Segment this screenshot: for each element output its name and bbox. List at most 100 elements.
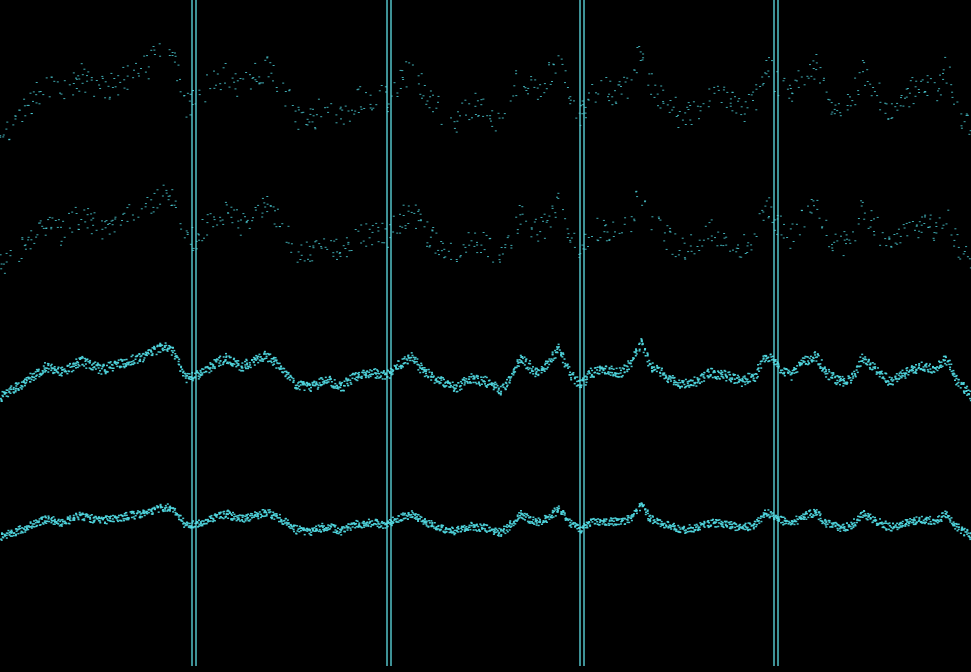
trace-dot (573, 246, 576, 248)
trace-dot (371, 225, 374, 227)
trace-dot (332, 524, 335, 526)
trace-dot (313, 527, 316, 529)
trace-dot (685, 531, 688, 534)
trace-dot (401, 366, 404, 368)
trace-dot (240, 219, 242, 221)
trace-dot (306, 530, 309, 532)
trace-dot (812, 357, 815, 360)
trace-dot (126, 207, 129, 209)
trace-dot (245, 222, 248, 224)
trace-dot (688, 384, 691, 387)
trace-dot (515, 73, 518, 75)
trace-dot (519, 361, 522, 364)
trace-dot (590, 519, 592, 521)
trace-dot (658, 218, 660, 220)
trace-dot (791, 522, 794, 525)
trace-dot (239, 520, 241, 522)
trace-dot (389, 237, 392, 239)
trace-dot (81, 355, 84, 358)
trace-dot (423, 375, 426, 378)
trace-dot (229, 511, 231, 513)
trace-dot (259, 360, 262, 362)
trace-dot (948, 359, 951, 362)
trace-dot (113, 362, 116, 364)
trace-dot (735, 251, 738, 253)
trace-dot (626, 370, 629, 373)
trace-dot (39, 220, 42, 222)
trace-dot (624, 81, 627, 83)
trace-dot (300, 527, 303, 529)
trace-dot (628, 368, 630, 370)
trace-dot (349, 374, 352, 377)
trace-dot (552, 359, 555, 361)
trace-dot (123, 359, 126, 361)
trace-dot (480, 244, 483, 246)
trace-dot (372, 107, 375, 109)
trace-dot (849, 242, 852, 244)
trace-dot (887, 384, 889, 386)
trace-dot (90, 77, 93, 79)
trace-dot (320, 525, 323, 527)
trace-dot (957, 246, 960, 248)
trace-dot (85, 359, 88, 361)
trace-dot (325, 527, 328, 530)
trace-dot (166, 350, 169, 352)
trace-dot (752, 379, 755, 381)
trace-dot (388, 522, 391, 524)
trace-dot (764, 359, 767, 361)
trace-dot (171, 55, 174, 56)
trace-dot (500, 247, 503, 248)
trace-dot (102, 363, 105, 366)
trace-dot (215, 359, 218, 361)
trace-dot (814, 510, 817, 512)
trace-dot (517, 517, 520, 520)
trace-dot (885, 381, 888, 383)
trace-dot (755, 84, 758, 86)
trace-dot (213, 219, 216, 221)
trace-dot (311, 381, 314, 384)
trace-dot (706, 525, 709, 527)
trace-dot (376, 369, 379, 371)
trace-dot (244, 515, 247, 518)
trace-dot (453, 532, 455, 534)
trace-dot (341, 109, 344, 111)
trace-dot (335, 238, 338, 240)
trace-dot (677, 114, 679, 116)
trace-dot (504, 532, 507, 535)
trace-dot (618, 376, 621, 378)
trace-dot (24, 526, 27, 528)
trace-dot (722, 245, 725, 247)
trace-dot (780, 522, 783, 524)
trace-dot (145, 512, 148, 514)
trace-dot (77, 229, 80, 230)
trace-dot (649, 514, 652, 517)
trace-dot (114, 218, 117, 220)
trace-dot (585, 526, 587, 529)
trace-dot (342, 245, 345, 247)
trace-1 (0, 43, 971, 141)
trace-dot (73, 517, 76, 520)
trace-dot (184, 523, 187, 525)
trace-dot (861, 359, 864, 362)
trace-dot (746, 382, 749, 384)
trace-dot (173, 509, 176, 511)
trace-dot (420, 516, 423, 518)
trace-dot (836, 382, 839, 384)
trace-dot (734, 526, 737, 529)
trace-dot (451, 526, 454, 529)
trace-dot (62, 220, 65, 222)
trace-dot (201, 374, 204, 376)
trace-dot (755, 525, 758, 528)
trace-dot (623, 364, 626, 366)
trace-dot (521, 357, 524, 360)
trace-dot (619, 523, 622, 525)
trace-dot (274, 359, 277, 361)
trace-dot (879, 371, 882, 373)
trace-dot (215, 361, 218, 363)
trace-dot (480, 524, 483, 527)
trace-dot (771, 60, 773, 62)
trace-dot (914, 86, 917, 88)
trace-dot (224, 360, 227, 362)
trace-dot (86, 514, 89, 516)
trace-dot (275, 515, 278, 517)
